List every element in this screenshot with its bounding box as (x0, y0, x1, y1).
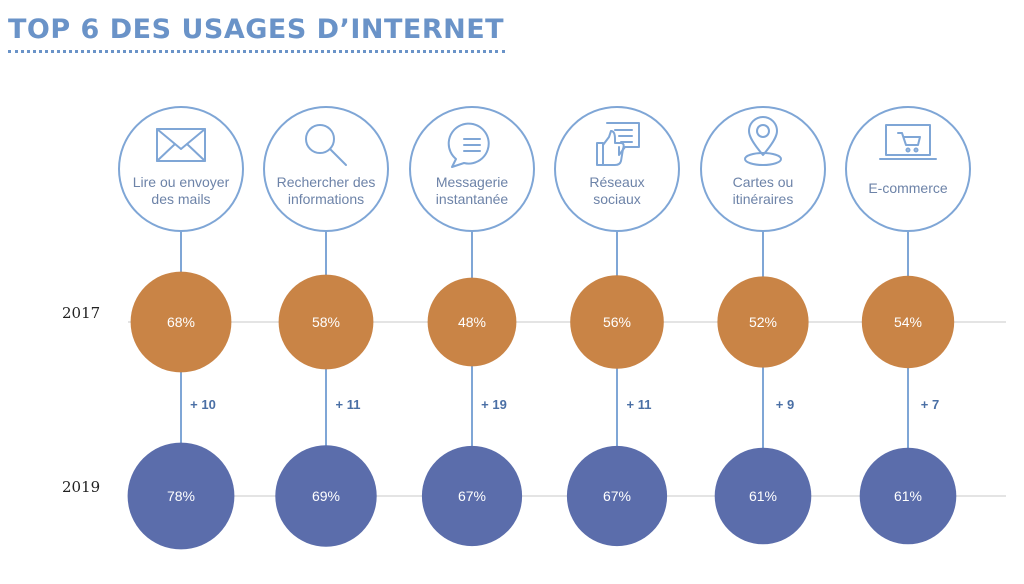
mail-icon (156, 128, 206, 162)
bubble-2019 (566, 445, 668, 547)
bubble-label-2019: 67% (458, 488, 486, 504)
bubble-2019 (127, 442, 235, 550)
category-label: informations (288, 191, 364, 207)
title-underline (8, 50, 505, 53)
bubble-label-2017: 68% (167, 314, 195, 330)
bubble-label-2017: 48% (458, 314, 486, 330)
category-circle (409, 106, 535, 232)
bubble-2019 (275, 445, 377, 547)
bubble-2019 (421, 445, 523, 547)
bubble-label-2017: 56% (603, 314, 631, 330)
search-icon (305, 124, 347, 166)
chat-icon (447, 122, 490, 168)
like-icon (596, 122, 640, 166)
bubble-2017 (130, 271, 232, 373)
bubble-2017 (570, 275, 664, 369)
bubble-label-2019: 67% (603, 488, 631, 504)
year-label-2017: 2017 (62, 304, 100, 322)
bubble-label-2019: 78% (167, 488, 195, 504)
bubble-label-2019: 61% (749, 488, 777, 504)
bubble-label-2017: 54% (894, 314, 922, 330)
cart-icon (879, 124, 937, 160)
bubble-label-2019: 61% (894, 488, 922, 504)
category-circle (845, 106, 971, 232)
category-label: Rechercher des (277, 174, 376, 190)
category-circle (118, 106, 244, 232)
delta-label: + 19 (481, 397, 507, 412)
category-label: E-commerce (868, 180, 948, 196)
year-label-2019: 2019 (62, 478, 100, 496)
category-label: des mails (151, 191, 210, 207)
bubble-label-2019: 69% (312, 488, 340, 504)
bubble-label-2017: 58% (312, 314, 340, 330)
category-label: Messagerie (436, 174, 509, 190)
bubble-2019 (859, 447, 957, 545)
category-label: Cartes ou (733, 174, 794, 190)
delta-label: + 11 (627, 397, 652, 412)
category-circle (263, 106, 389, 232)
bubble-2017 (278, 274, 374, 370)
category-6: E-commerce (845, 106, 971, 232)
category-label: Réseaux (589, 174, 644, 190)
delta-label: + 10 (190, 397, 216, 412)
delta-label: + 7 (921, 397, 939, 412)
category-circle (554, 106, 680, 232)
delta-label: + 9 (776, 397, 794, 412)
page-title: TOP 6 DES USAGES D’INTERNET (8, 14, 505, 45)
category-label: itinéraires (733, 191, 794, 207)
map-pin-icon (744, 116, 782, 166)
category-label: Lire ou envoyer (133, 174, 230, 190)
category-label: sociaux (593, 191, 640, 207)
bubble-2017 (861, 275, 955, 369)
bubble-2019 (714, 447, 812, 545)
category-circle (700, 106, 826, 232)
delta-label: + 11 (336, 397, 361, 412)
bubble-2017 (427, 277, 517, 367)
bubble-2017 (717, 276, 809, 368)
bubble-label-2017: 52% (749, 314, 777, 330)
category-label: instantanée (436, 191, 509, 207)
